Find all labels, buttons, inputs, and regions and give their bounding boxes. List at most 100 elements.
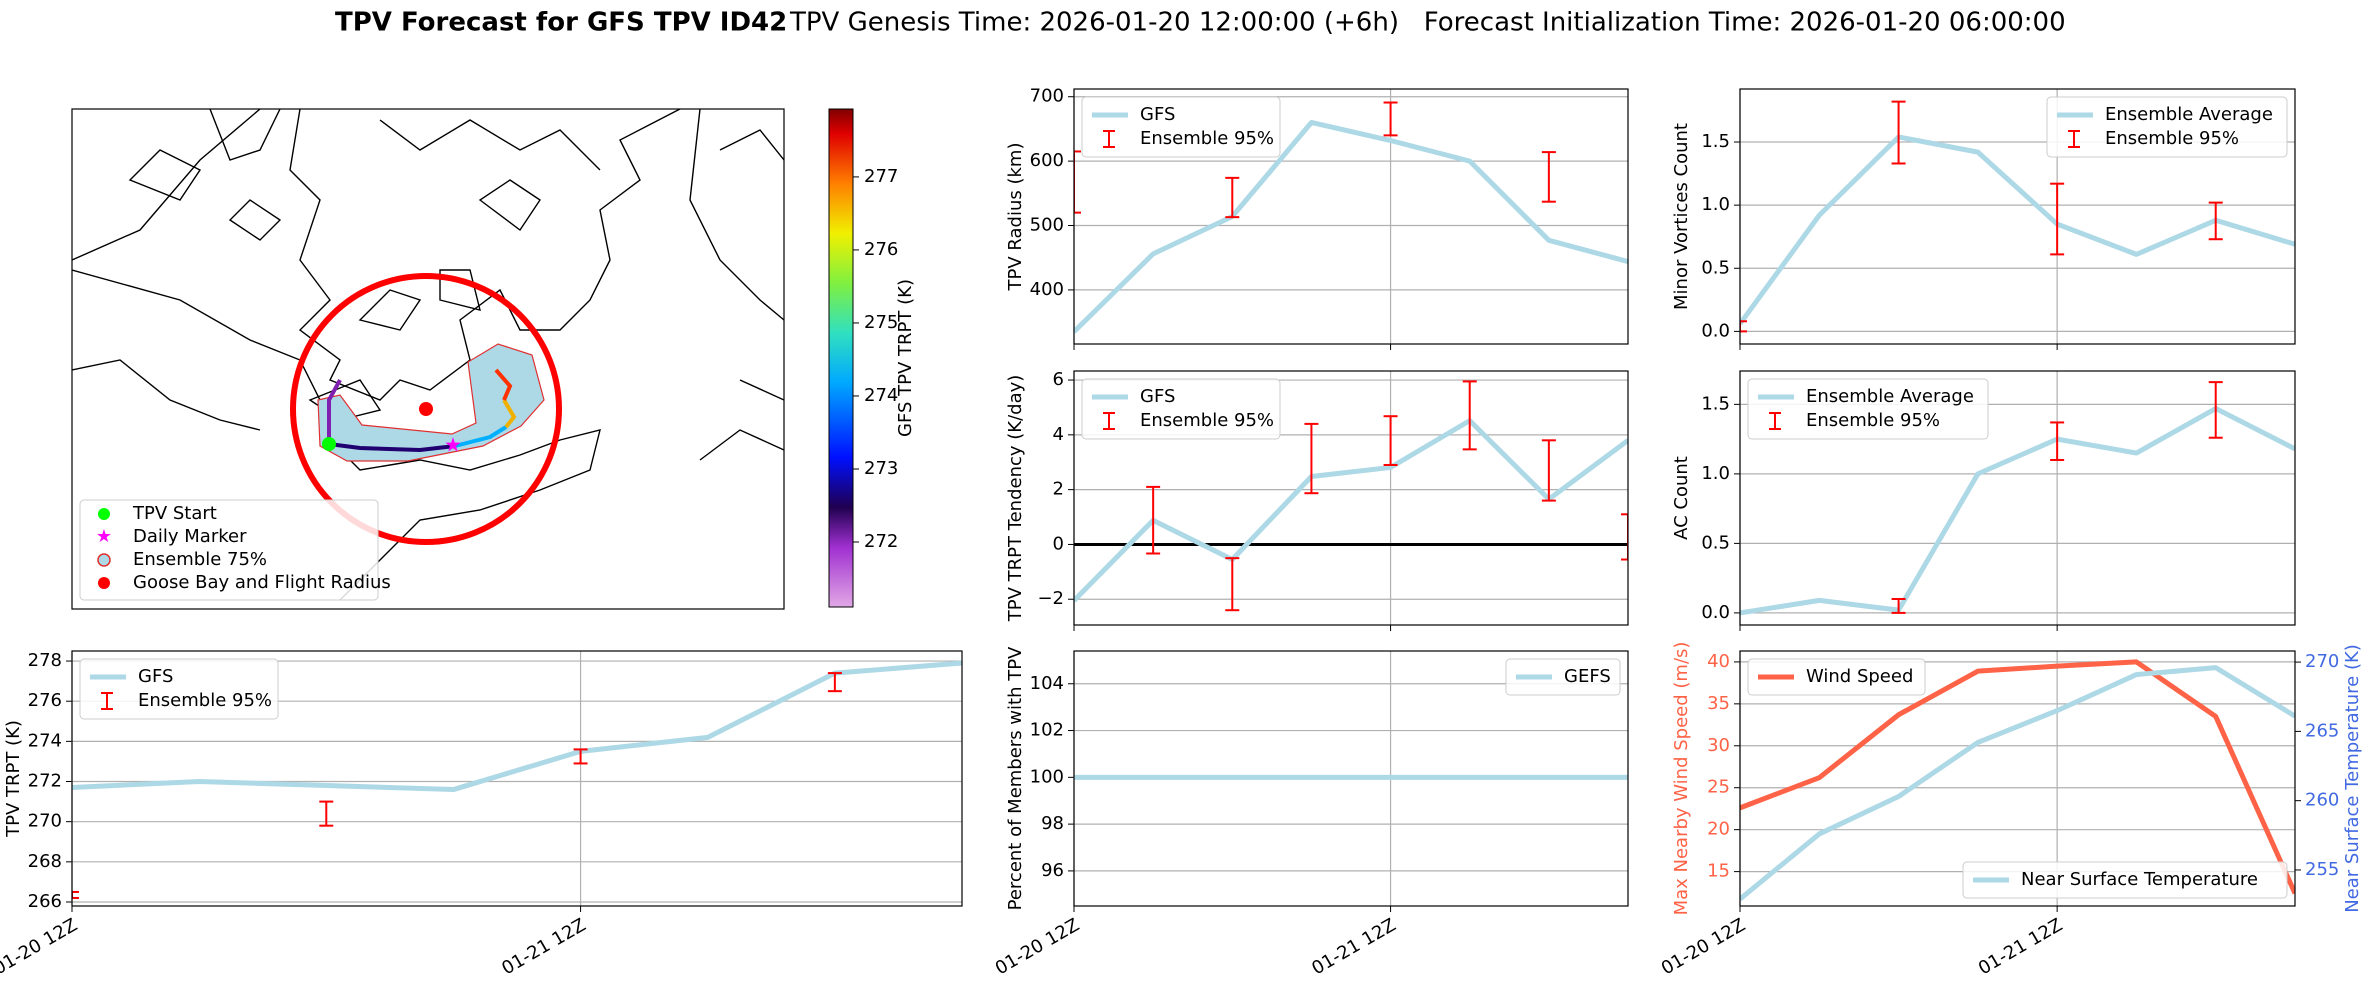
legend-label: Ensemble 95% xyxy=(2105,128,2239,149)
y-tick-label: 25 xyxy=(1707,777,1730,798)
error-bar xyxy=(1225,176,1240,219)
x-tick-label: 01-21 12Z xyxy=(1308,914,1399,979)
error-bar xyxy=(2208,381,2223,439)
y-tick-label: 270 xyxy=(28,811,62,832)
coastline xyxy=(72,109,681,401)
error-bar xyxy=(1621,513,1628,561)
plot-frame xyxy=(1739,370,2296,626)
plot-frame xyxy=(1073,88,1629,345)
y-tick-label: 0 xyxy=(1053,533,1064,554)
legend-label: Ensemble 95% xyxy=(1140,410,1274,431)
colorbar-tick-label: 274 xyxy=(864,385,898,406)
error-bar xyxy=(1541,439,1556,502)
y-tick-label: 98 xyxy=(1041,813,1064,834)
y-tick-label: 2 xyxy=(1053,479,1064,500)
y-tick-label: 20 xyxy=(1707,819,1730,840)
line xyxy=(1074,418,1628,603)
y-tick-label: 100 xyxy=(1030,766,1064,787)
legend-box xyxy=(1962,861,2288,899)
x-tick-label: 01-20 12Z xyxy=(1658,914,1749,979)
legend-box xyxy=(79,658,279,720)
figure-title: TPV Forecast for GFS TPV ID42 xyxy=(335,8,787,38)
error-bar xyxy=(1146,485,1161,555)
y-tick-label: 96 xyxy=(1041,860,1064,881)
y2-axis-label: Near Surface Temperature (K) xyxy=(2342,644,2363,913)
x-tick-label: 01-20 12Z xyxy=(0,914,81,979)
y-tick-label: 0.0 xyxy=(1701,602,1730,623)
legend-marker xyxy=(98,577,110,589)
x-tick-label: 01-21 12Z xyxy=(498,914,589,979)
error-bar xyxy=(1304,422,1319,495)
chart: 96 98 100 102 104 01-20 12Z 01-21 12Z GEFS Perce… xyxy=(992,646,1629,979)
map-frame xyxy=(71,108,785,610)
y-tick-label: 268 xyxy=(28,851,62,872)
figure-subtitle: TPV Genesis Time: 2026-01-20 12:00:00 (+… xyxy=(789,8,2066,38)
y-tick-label: 266 xyxy=(28,891,62,912)
chart: 0.0 0.5 1.0 1.5 Ensemble Average Ensemble 95%… xyxy=(1671,88,2296,350)
y-tick-label: 104 xyxy=(1030,673,1064,694)
y-tick-label: 102 xyxy=(1030,720,1064,741)
y2-tick-label: 260 xyxy=(2305,790,2339,811)
colorbar-tick-label: 275 xyxy=(864,312,898,333)
y-axis-label: TPV Radius (km) xyxy=(1005,143,1026,292)
daily-marker: ★ xyxy=(444,433,462,457)
goose-bay xyxy=(419,402,433,416)
y-tick-label: 1.5 xyxy=(1701,393,1730,414)
line xyxy=(1740,659,2295,895)
error-bar xyxy=(1462,380,1477,451)
y-tick-label: 276 xyxy=(28,690,62,711)
legend-label: Ensemble 95% xyxy=(1140,128,1274,149)
colorbar-tick-label: 276 xyxy=(864,239,898,260)
legend-box xyxy=(1747,658,1926,696)
legend: GFS Ensemble 95% xyxy=(1081,378,1281,440)
legend-label: Ensemble 95% xyxy=(138,690,272,711)
legend-label: GEFS xyxy=(1564,666,1611,687)
error-bar xyxy=(1891,100,1906,165)
y-axis-label: TPV TRPT Tendency (K/day) xyxy=(1005,375,1026,623)
y-tick-label: 600 xyxy=(1030,150,1064,171)
error-bar xyxy=(2050,182,2065,256)
y-axis-label: Percent of Members with TPV xyxy=(1005,646,1026,910)
chart: −2 0 2 4 6 GFS Ensemble 95% TPV TRPT Tendency (… xyxy=(1005,369,1629,631)
y2-tick-label: 270 xyxy=(2305,651,2339,672)
error-bar xyxy=(1225,557,1240,612)
y2-tick-label: 255 xyxy=(2305,859,2339,880)
x-tick-label: 01-21 12Z xyxy=(1975,914,2066,979)
y-tick-label: 500 xyxy=(1030,215,1064,236)
y-tick-label: 400 xyxy=(1030,279,1064,300)
chart: 15 20 25 30 35 40 255 260 265 270 01-20 12Z 01-21 1… xyxy=(1658,642,2363,980)
legend-label: GFS xyxy=(138,666,173,687)
legend-label: GFS xyxy=(1140,104,1175,125)
error-bar xyxy=(2050,421,2065,461)
y2-tick-label: 265 xyxy=(2305,720,2339,741)
plot-frame xyxy=(1073,370,1629,626)
track xyxy=(494,368,513,401)
legend: Near Surface Temperature xyxy=(1962,861,2288,899)
legend-marker xyxy=(97,553,111,567)
plot-frame xyxy=(1739,650,2296,907)
y-tick-label: 1.5 xyxy=(1701,131,1730,152)
legend: GFS Ensemble 95% xyxy=(79,658,279,720)
flight-radius xyxy=(290,273,562,545)
y-tick-label: 0.5 xyxy=(1701,532,1730,553)
legend: GFS Ensemble 95% xyxy=(1081,96,1281,158)
error-bar xyxy=(1383,101,1398,137)
line xyxy=(1740,134,2295,326)
error-bar xyxy=(1891,598,1906,614)
coastline xyxy=(72,109,784,601)
legend-label: GFS xyxy=(1140,386,1175,407)
plot-frame xyxy=(1073,650,1629,907)
legend-marker xyxy=(98,508,110,520)
y-tick-label: 15 xyxy=(1707,861,1730,882)
legend: GEFS xyxy=(1505,658,1621,696)
legend-box xyxy=(2046,96,2288,158)
y-tick-label: 274 xyxy=(28,730,62,751)
legend-box xyxy=(1081,378,1281,440)
map-legend xyxy=(79,499,379,601)
error-bar xyxy=(319,800,334,827)
ensemble-area xyxy=(317,343,545,462)
error-bar xyxy=(1740,320,1747,333)
legend-label: TPV Start xyxy=(132,503,217,524)
